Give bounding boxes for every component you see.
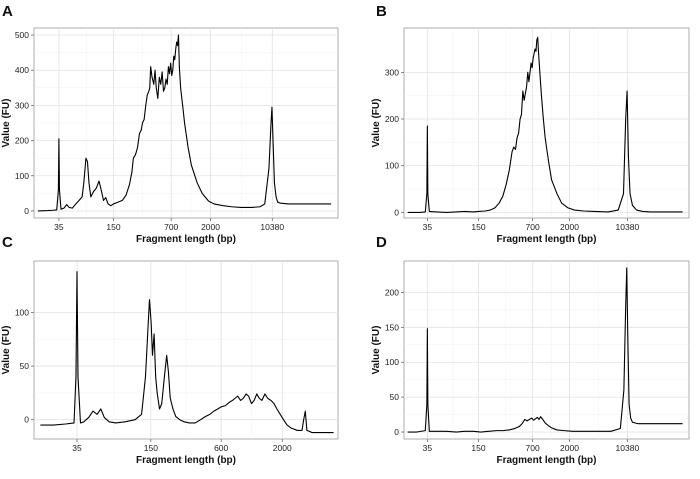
x-tick-label: 35 [423, 222, 433, 232]
y-tick-label: 100 [385, 161, 399, 171]
x-tick-label: 150 [471, 222, 485, 232]
panel-letter: A [2, 3, 13, 20]
x-tick-label: 150 [106, 222, 120, 232]
x-tick-label: 700 [164, 222, 178, 232]
electropherogram-trace [407, 267, 683, 433]
panel-letter: B [376, 3, 387, 20]
x-tick-label: 2000 [273, 443, 292, 453]
y-tick-label: 400 [15, 65, 29, 75]
y-tick-label: 200 [385, 114, 399, 124]
y-tick-label: 500 [15, 30, 29, 40]
y-axis-title: Value (FU) [371, 326, 382, 375]
y-tick-label: 50 [20, 361, 30, 371]
electropherogram-trace [40, 271, 334, 434]
y-axis-title: Value (FU) [371, 99, 382, 148]
x-axis-title: Fragment length (bp) [136, 234, 236, 245]
panel-d: D 0 50 100 150 200 35 150 700 2000 10380 Fragment l… [371, 234, 690, 466]
plot-area [403, 27, 690, 219]
x-tick-label: 2000 [201, 222, 220, 232]
y-tick-label: 0 [24, 415, 29, 425]
y-tick-label: 200 [15, 136, 29, 146]
y-tick-label: 300 [385, 67, 399, 77]
x-tick-label: 150 [471, 443, 485, 453]
x-tick-label: 2000 [560, 443, 579, 453]
y-axis-title: Value (FU) [1, 326, 12, 375]
panel-a: A 0 100 200 300 400 500 35 150 700 2000 10380 Fragme… [1, 3, 339, 245]
x-tick-label: 10380 [616, 443, 640, 453]
y-tick-label: 0 [394, 427, 399, 437]
x-tick-label: 700 [526, 443, 540, 453]
y-tick-label: 300 [15, 100, 29, 110]
x-tick-label: 10380 [260, 222, 284, 232]
panel-letter: D [376, 234, 387, 251]
y-tick-label: 0 [394, 207, 399, 217]
electropherogram-trace [407, 36, 683, 213]
x-tick-label: 35 [423, 443, 433, 453]
x-axis-title: Fragment length (bp) [136, 455, 236, 466]
panel-b: B 0 100 200 300 35 150 700 2000 10380 Fragment len… [371, 3, 690, 245]
y-tick-label: 50 [390, 392, 400, 402]
y-tick-label: 100 [15, 307, 29, 317]
panel-letter: C [2, 234, 13, 251]
y-tick-label: 100 [15, 171, 29, 181]
y-tick-label: 200 [385, 287, 399, 297]
y-axis-title: Value (FU) [1, 99, 12, 148]
y-tick-label: 0 [24, 206, 29, 216]
x-tick-label: 150 [144, 443, 158, 453]
x-tick-label: 10380 [616, 222, 640, 232]
x-tick-label: 35 [72, 443, 82, 453]
x-tick-label: 35 [54, 222, 64, 232]
y-tick-label: 150 [385, 322, 399, 332]
x-tick-label: 700 [526, 222, 540, 232]
x-tick-label: 2000 [560, 222, 579, 232]
x-axis-title: Fragment length (bp) [497, 234, 597, 245]
electropherogram-trace [37, 34, 332, 212]
x-axis-title: Fragment length (bp) [497, 455, 597, 466]
x-tick-label: 600 [214, 443, 228, 453]
plot-area [403, 260, 690, 440]
y-tick-label: 100 [385, 357, 399, 367]
panel-c: C 0 50 100 35 150 600 2000 Fragment length (bp) V… [1, 234, 339, 466]
